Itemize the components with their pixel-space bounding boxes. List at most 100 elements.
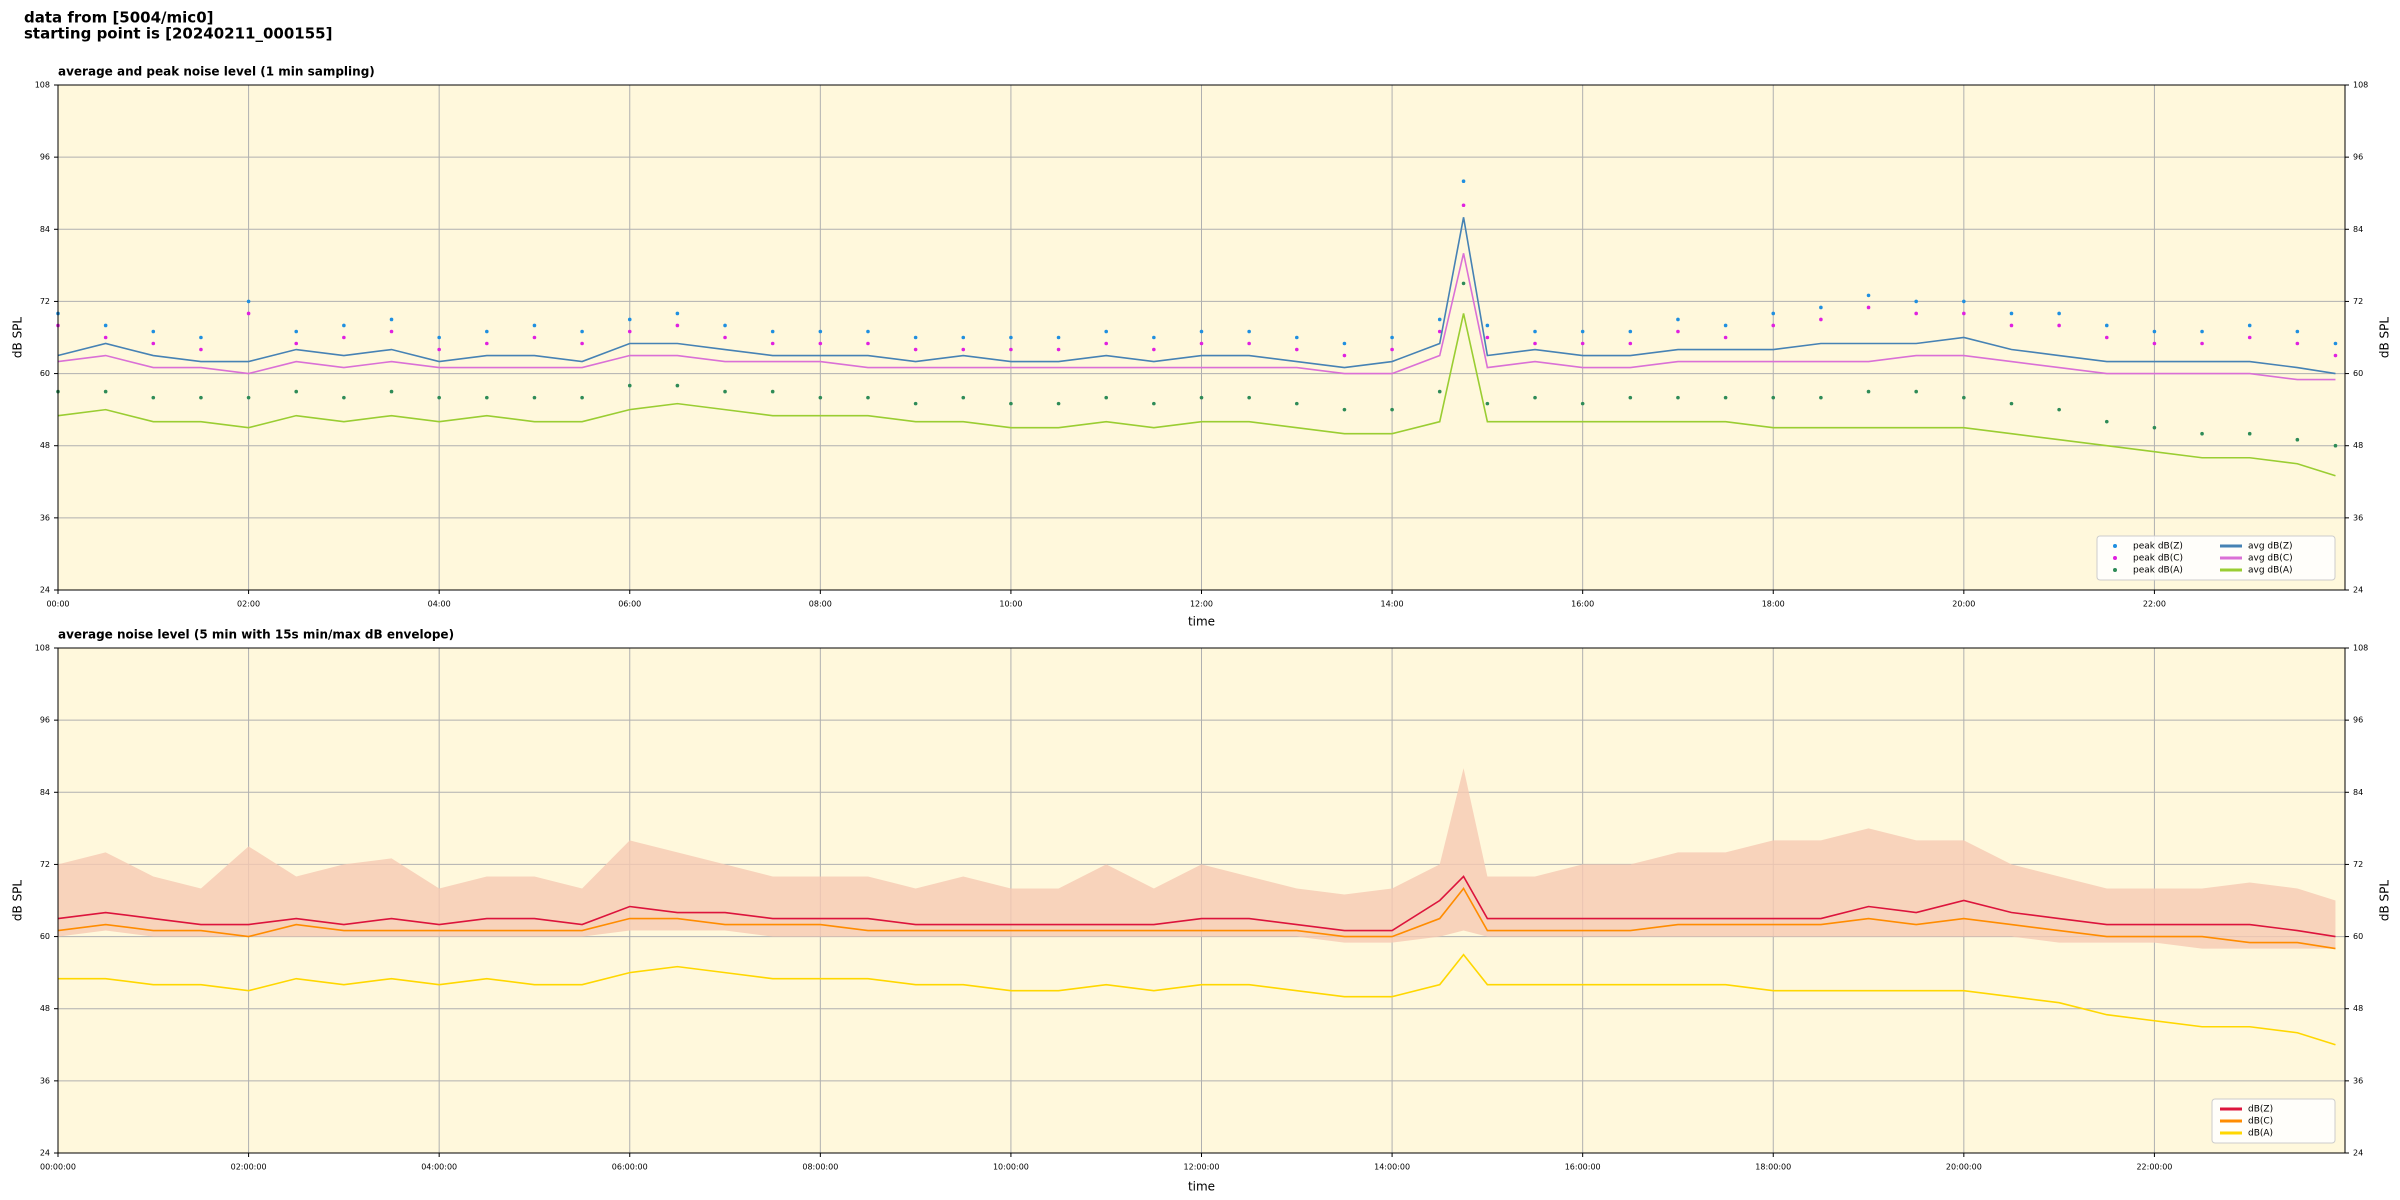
peak-point [1914,389,1918,394]
peak-point [1723,323,1728,328]
peak-point [1533,341,1537,346]
x-tick-label: 00:00 [46,600,69,609]
legend-marker [2113,544,2117,548]
legend-label: dB(C) [2248,1117,2273,1127]
series-line [57,875,2336,938]
peak-point [1152,335,1156,340]
y-tick-label: 84 [2353,225,2363,234]
peak-point [1104,395,1109,400]
peak-point [485,341,489,346]
peak-point [2247,323,2252,328]
peak-point [580,395,584,400]
y-tick-label: 108 [35,644,50,653]
peak-point [1009,401,1013,406]
peak-point [2009,401,2014,406]
y-tick-label: 72 [2353,860,2363,869]
peak-point [2057,323,2061,328]
peak-point [866,341,870,346]
peak-point [2333,341,2338,346]
peak-point [1056,347,1061,352]
x-tick-label: 00:00:00 [40,1163,76,1172]
y-tick-label: 36 [40,1076,50,1085]
peak-point [2333,353,2338,358]
peak-point [2247,431,2252,436]
peak-point [2333,443,2338,448]
peak-point [1152,347,1156,352]
y-tick-label: 72 [40,860,50,869]
x-tick-label: 12:00 [1190,600,1213,609]
peak-point [675,383,680,388]
plot-frame [57,647,2346,1154]
peak-point [1485,323,1490,328]
y-tick-label: 48 [40,441,50,450]
x-axis-label: time [1188,615,1215,629]
peak-point [818,329,823,334]
peak-point [1580,341,1585,346]
peak-point [1628,395,1633,400]
peak-point [294,389,299,394]
y-tick-label: 60 [40,369,50,378]
peak-point [1866,305,1871,310]
series-line [58,953,2336,1046]
peak-point [1437,329,1442,334]
peak-point [1533,395,1537,400]
y-tick-label: 60 [2353,369,2363,378]
peak-point [103,335,108,340]
peak-point [1771,395,1776,400]
y-tick-label: 36 [2353,513,2363,522]
peak-point [1437,389,1442,394]
peak-point [2009,311,2014,316]
peak-point [2295,329,2300,334]
x-tick-label: 20:00 [1952,600,1975,609]
peak-point [961,335,966,340]
peak-point [2104,419,2109,424]
x-axis-label: time [1188,1180,1215,1194]
x-tick-label: 06:00:00 [612,1163,648,1172]
panel-title: average noise level (5 min with 15s min/… [58,628,454,642]
peak-point [1247,341,1251,346]
series-line [57,887,2336,950]
peak-point [1533,329,1537,334]
header-line: starting point is [20240211_000155] [24,25,332,43]
peak-point [627,383,632,388]
peak-point [770,341,775,346]
peak-point [1104,341,1109,346]
peak-point [913,401,918,406]
peak-point [2104,335,2109,340]
peak-point [723,389,727,394]
y-axis-label: dB SPL [11,880,25,922]
peak-point [770,389,775,394]
peak-point [1676,329,1680,334]
y-tick-label: 60 [2353,932,2363,941]
plot-frame [57,84,2346,591]
y-tick-label: 24 [2353,1149,2363,1158]
peak-point [1247,329,1251,334]
x-tick-label: 22:00:00 [2136,1163,2172,1172]
y-tick-label: 24 [40,586,50,595]
y-tick-label: 36 [2353,1076,2363,1085]
peak-point [1342,341,1347,346]
peak-point [866,329,870,334]
peak-point [1390,407,1394,412]
peak-point [1866,389,1871,394]
legend-label: avg dB(A) [2248,566,2292,576]
peak-point [389,317,394,322]
peak-point [294,329,299,334]
peak-point [151,329,156,334]
peak-point [1247,395,1251,400]
peak-point [1819,395,1823,400]
legend-label: avg dB(Z) [2248,542,2293,552]
y-tick-label: 84 [2353,788,2363,797]
x-tick-label: 14:00 [1381,600,1404,609]
peak-point [913,335,918,340]
peak-point [1294,347,1299,352]
series-line [57,313,2336,477]
y-tick-label: 96 [40,153,50,162]
peak-point [1104,329,1109,334]
peak-point [437,335,441,340]
legend-label: dB(A) [2248,1129,2273,1139]
peak-point [961,347,966,352]
y-tick-label: 96 [2353,716,2363,725]
peak-point [151,341,156,346]
